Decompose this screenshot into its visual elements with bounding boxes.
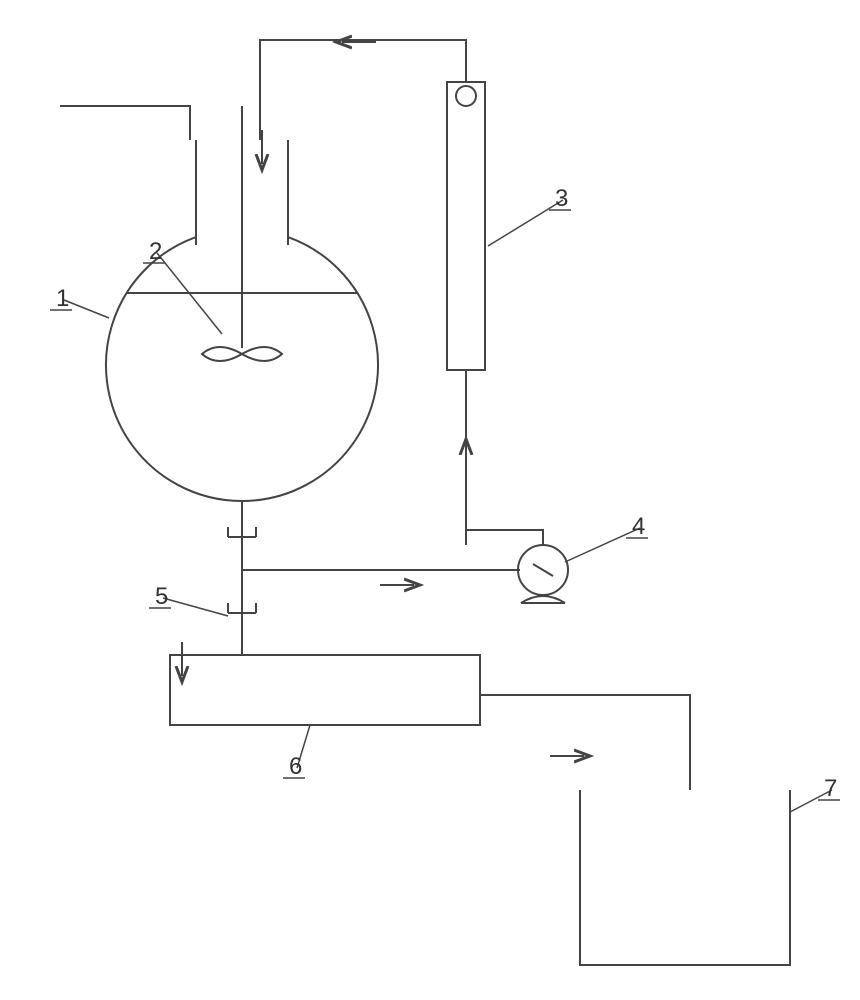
process-diagram: 1 2 3 4 5 6 7 — [0, 0, 860, 1000]
label-2: 2 — [149, 238, 162, 265]
filter-to-box — [480, 695, 690, 790]
top-return — [260, 40, 466, 140]
label-7: 7 — [824, 775, 837, 802]
label-1: 1 — [56, 285, 69, 312]
label-4: 4 — [632, 513, 645, 540]
flask-bottom — [242, 501, 520, 570]
feed-inlet — [60, 106, 190, 140]
pump-to-condenser — [466, 530, 543, 545]
label-5: 5 — [155, 583, 168, 610]
label-3: 3 — [555, 185, 568, 212]
label-6: 6 — [289, 753, 302, 780]
